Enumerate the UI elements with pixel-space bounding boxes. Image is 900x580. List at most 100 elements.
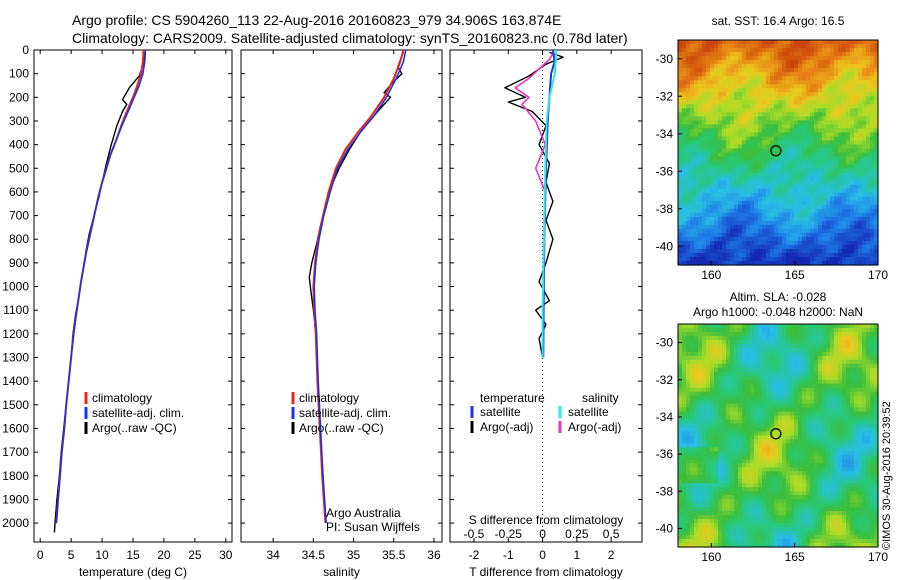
map-cell (730, 331, 735, 337)
map-cell (838, 427, 843, 433)
map-cell (694, 224, 699, 230)
map-cell (686, 463, 691, 468)
map-cell (846, 431, 851, 437)
map-cell (758, 208, 763, 214)
map-cell (770, 112, 775, 117)
x-tick-label: 35 (347, 548, 361, 562)
map-cell (754, 188, 759, 194)
map-cell (726, 455, 731, 460)
map-cell (762, 212, 767, 218)
map-cell (826, 92, 831, 97)
map-cell (766, 216, 771, 222)
map-cell (790, 220, 795, 226)
map-cell (734, 419, 739, 425)
map-cell (706, 88, 711, 93)
map-cell (870, 331, 875, 337)
map-cell (870, 64, 875, 69)
map-cell (782, 359, 787, 365)
map-cell (810, 443, 815, 449)
map-cell (782, 180, 787, 186)
map-cell (694, 387, 699, 393)
map-cell (710, 435, 715, 441)
map-cell (862, 76, 867, 81)
map-cell (694, 367, 699, 373)
map-cell (802, 224, 807, 230)
map-cell (778, 40, 783, 45)
map-cell (794, 164, 799, 170)
map-cell (694, 347, 699, 353)
map-cell (726, 184, 731, 190)
map-cell (842, 40, 847, 45)
map-cell (826, 459, 831, 464)
map-cell (874, 371, 879, 377)
map-cell (702, 84, 707, 89)
map-cell (790, 363, 795, 369)
map-cell (718, 236, 723, 242)
map-cell (770, 100, 775, 105)
map-cell (758, 88, 763, 93)
map-cell (798, 463, 803, 468)
map-cell (766, 64, 771, 69)
map-cell (846, 172, 851, 178)
map-cell (686, 343, 691, 349)
map-cell (810, 52, 815, 57)
map-cell (706, 196, 711, 202)
map-cell (798, 343, 803, 349)
map-cell (862, 60, 867, 65)
map-cell (846, 415, 851, 421)
map-cell (822, 88, 827, 93)
map-cell (766, 431, 771, 437)
map-cell (678, 152, 683, 158)
map-cell (714, 455, 719, 460)
map-cell (706, 331, 711, 337)
map-cell (782, 383, 787, 389)
map-cell (746, 252, 751, 258)
map-cell (754, 108, 759, 113)
map-cell (690, 331, 695, 337)
map-cell (710, 128, 715, 134)
map-cell (818, 236, 823, 242)
map-cell (790, 128, 795, 134)
x-tick-label: 34 (266, 548, 280, 562)
map-cell (706, 84, 711, 89)
map-cell (706, 339, 711, 345)
map-cell (726, 471, 731, 476)
map-cell (870, 108, 875, 113)
map-cell (690, 419, 695, 425)
map-cell (766, 351, 771, 357)
map-cell (722, 124, 727, 129)
map-cell (874, 387, 879, 393)
map-cell (818, 100, 823, 105)
map-cell (862, 252, 867, 258)
map-cell (734, 184, 739, 190)
map-cell (750, 455, 755, 460)
map-cell (814, 399, 819, 405)
map-cell (682, 343, 687, 349)
map-cell (734, 379, 739, 385)
map-cell (714, 92, 719, 97)
map-cell (686, 379, 691, 385)
map-cell (818, 260, 823, 266)
map-cell (790, 455, 795, 460)
map-cell (774, 383, 779, 389)
map-cell (842, 144, 847, 150)
map-cell (750, 88, 755, 93)
map-cell (778, 423, 783, 429)
map-cell (858, 144, 863, 150)
map-cell (758, 463, 763, 468)
map-cell (806, 200, 811, 206)
map-cell (866, 160, 871, 166)
map-cell (766, 343, 771, 349)
map-cell (742, 80, 747, 85)
map-cell (818, 120, 823, 125)
map-cell (818, 112, 823, 117)
map-cell (802, 116, 807, 121)
map-cell (738, 76, 743, 81)
map-cell (786, 327, 791, 333)
map-cell (862, 180, 867, 186)
map-cell (830, 260, 835, 266)
map-cell (870, 383, 875, 389)
map-cell (838, 419, 843, 425)
map-cell (746, 108, 751, 113)
map-cell (874, 112, 879, 117)
